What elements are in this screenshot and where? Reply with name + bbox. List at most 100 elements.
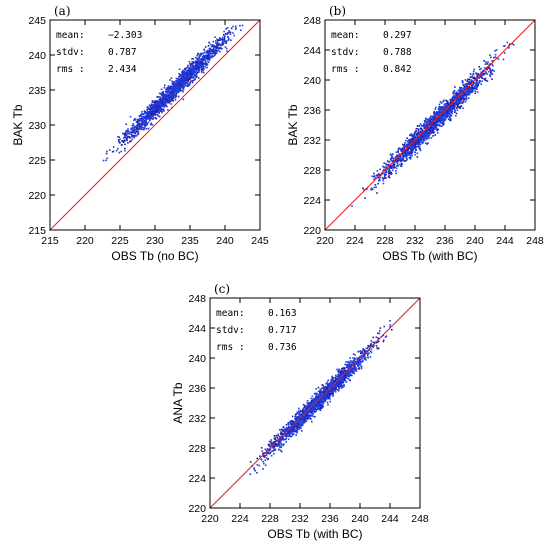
scatter-point <box>432 135 434 137</box>
scatter-point <box>181 79 183 81</box>
scatter-point <box>149 109 151 112</box>
scatter-point <box>184 69 186 71</box>
scatter-point <box>138 124 141 127</box>
scatter-point <box>373 176 375 178</box>
scatter-point <box>178 75 181 78</box>
scatter-point <box>432 127 435 130</box>
scatter-point <box>481 76 483 78</box>
scatter-point <box>202 65 204 68</box>
scatter-point <box>125 129 128 132</box>
scatter-point <box>467 81 470 84</box>
scatter-point <box>382 165 384 168</box>
scatter-point <box>466 85 468 87</box>
scatter-point <box>361 356 363 359</box>
scatter-point <box>443 108 446 111</box>
scatter-point <box>170 86 173 88</box>
scatter-point <box>105 152 108 155</box>
scatter-point <box>175 96 177 98</box>
scatter-point <box>278 440 280 443</box>
scatter-point <box>459 107 461 109</box>
scatter-point <box>352 360 354 363</box>
scatter-point <box>187 70 190 73</box>
scatter-point <box>434 121 436 124</box>
scatter-point <box>299 411 301 414</box>
scatter-point <box>196 52 199 55</box>
scatter-point <box>337 370 340 372</box>
scatter-point <box>511 42 514 45</box>
y-tick-label: 240 <box>303 75 321 87</box>
scatter-point <box>305 420 308 422</box>
scatter-point <box>285 424 288 426</box>
scatter-point <box>163 101 166 104</box>
scatter-point <box>189 69 192 71</box>
scatter-point <box>131 124 133 127</box>
scatter-point <box>206 59 209 61</box>
scatter-point <box>448 107 451 110</box>
scatter-point <box>491 69 494 72</box>
scatter-point <box>206 49 208 52</box>
scatter-point <box>424 135 426 137</box>
scatter-point <box>150 108 153 110</box>
scatter-point <box>206 57 208 60</box>
scatter-point <box>455 93 458 95</box>
scatter-point <box>336 380 339 383</box>
scatter-point <box>171 80 173 83</box>
scatter-point <box>468 89 471 92</box>
scatter-point <box>422 135 424 138</box>
scatter-point <box>433 125 436 127</box>
scatter-point <box>477 83 480 86</box>
scatter-point <box>319 388 322 391</box>
scatter-point <box>303 409 305 412</box>
scatter-point <box>198 71 200 73</box>
scatter-point <box>512 43 515 46</box>
scatter-point <box>295 434 297 436</box>
scatter-point <box>125 123 128 126</box>
scatter-point <box>191 58 193 60</box>
scatter-point <box>216 41 219 44</box>
scatter-point <box>124 135 127 137</box>
scatter-point <box>485 79 487 82</box>
scatter-point <box>264 459 267 461</box>
scatter-point <box>431 123 434 126</box>
scatter-point <box>165 94 167 96</box>
scatter-point <box>159 97 162 100</box>
scatter-point <box>388 176 391 179</box>
scatter-point <box>458 105 461 108</box>
scatter-point <box>476 79 478 82</box>
scatter-point <box>312 399 314 402</box>
scatter-point <box>216 45 219 48</box>
scatter-point <box>266 452 268 454</box>
scatter-point <box>182 88 185 91</box>
scatter-point <box>424 133 426 136</box>
scatter-point <box>472 87 475 89</box>
scatter-point <box>183 74 185 76</box>
scatter-point <box>455 94 458 96</box>
scatter-point <box>425 124 428 126</box>
scatter-point <box>464 87 466 89</box>
scatter-point <box>191 67 193 69</box>
scatter-point <box>205 64 208 67</box>
scatter-point <box>149 107 152 109</box>
scatter-point <box>211 44 214 46</box>
scatter-point <box>334 391 337 393</box>
scatter-point <box>430 115 432 118</box>
scatter-point <box>312 413 314 415</box>
scatter-point <box>422 138 425 141</box>
scatter-point <box>203 48 206 51</box>
scatter-point <box>411 145 413 147</box>
scatter-point <box>419 141 422 143</box>
scatter-point <box>155 113 157 115</box>
scatter-point <box>144 126 147 128</box>
scatter-point <box>435 115 437 118</box>
scatter-point <box>484 63 487 65</box>
scatter-point <box>301 424 304 427</box>
scatter-point <box>430 120 433 123</box>
scatter-point <box>454 111 456 113</box>
scatter-point <box>140 127 142 130</box>
scatter-point <box>370 340 373 342</box>
scatter-point <box>469 88 472 91</box>
scatter-point <box>431 128 433 131</box>
scatter-point <box>190 63 192 65</box>
scatter-point <box>412 134 414 137</box>
plot-frame-b <box>324 19 536 231</box>
